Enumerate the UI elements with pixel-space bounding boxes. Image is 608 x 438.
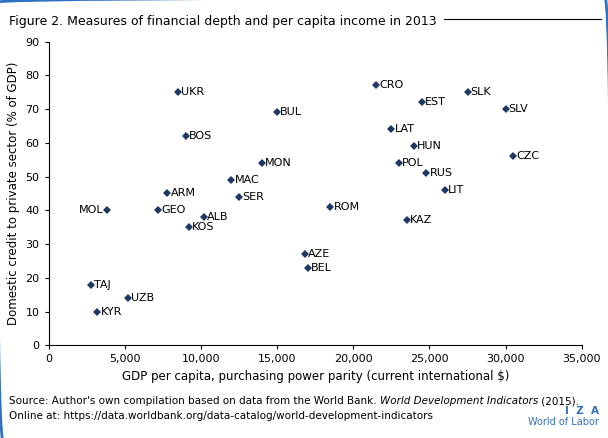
Y-axis label: Domestic credit to private sector (% of GDP): Domestic credit to private sector (% of …	[7, 62, 20, 325]
Text: AZE: AZE	[308, 249, 330, 259]
Text: Source: Author's own compilation based on data from the World Bank.: Source: Author's own compilation based o…	[9, 396, 380, 406]
Text: ALB: ALB	[207, 212, 229, 222]
Text: POL: POL	[402, 158, 424, 168]
Text: CZC: CZC	[516, 152, 539, 161]
Text: GEO: GEO	[161, 205, 186, 215]
Text: RUS: RUS	[429, 168, 452, 178]
Text: ROM: ROM	[334, 202, 360, 212]
Text: LIT: LIT	[447, 185, 464, 195]
Text: KYR: KYR	[100, 307, 122, 317]
Text: MON: MON	[265, 158, 292, 168]
Text: SER: SER	[242, 192, 264, 202]
Text: HUN: HUN	[417, 141, 442, 151]
Text: I  Z  A: I Z A	[565, 406, 599, 417]
Text: MAC: MAC	[235, 175, 259, 185]
Text: UKR: UKR	[181, 87, 204, 97]
Text: Online at: https://data.worldbank.org/data-catalog/world-development-indicators: Online at: https://data.worldbank.org/da…	[9, 411, 433, 421]
Text: World Development Indicators: World Development Indicators	[380, 396, 538, 406]
Text: UZB: UZB	[131, 293, 154, 303]
Text: CRO: CRO	[379, 81, 404, 91]
Text: TAJ: TAJ	[94, 279, 111, 290]
X-axis label: GDP per capita, purchasing power parity (current international $): GDP per capita, purchasing power parity …	[122, 370, 509, 383]
Text: (2015).: (2015).	[538, 396, 579, 406]
Text: BEL: BEL	[311, 263, 331, 273]
Text: World of Labor: World of Labor	[528, 417, 599, 427]
Text: ARM: ARM	[170, 188, 196, 198]
Text: BOS: BOS	[189, 131, 212, 141]
Text: Figure 2. Measures of financial depth and per capita income in 2013: Figure 2. Measures of financial depth an…	[9, 15, 437, 28]
Text: SLK: SLK	[471, 87, 491, 97]
Text: MOL: MOL	[79, 205, 103, 215]
Text: BUL: BUL	[280, 107, 302, 117]
Text: EST: EST	[425, 97, 446, 107]
Text: LAT: LAT	[395, 124, 415, 134]
Text: KAZ: KAZ	[410, 215, 432, 226]
Text: KOS: KOS	[192, 222, 215, 232]
Text: SLV: SLV	[509, 104, 528, 114]
